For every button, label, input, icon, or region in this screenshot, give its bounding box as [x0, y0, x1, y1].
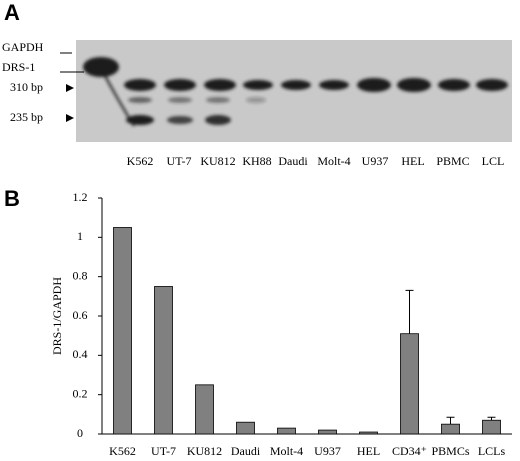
x-tick-label: UT-7: [151, 444, 176, 458]
marker-label: 310 bp: [10, 80, 43, 94]
arrowhead: [66, 84, 74, 92]
x-tick-label: CD34⁺: [392, 444, 427, 458]
arrowhead: [66, 114, 74, 122]
lane-label: UT-7: [167, 154, 192, 168]
error-bar: [446, 416, 455, 425]
lane-label: KH88: [242, 154, 271, 168]
x-tick-label: Daudi: [231, 444, 261, 458]
bar: [482, 419, 501, 435]
bar: [359, 431, 378, 435]
bar: [195, 384, 214, 435]
y-tick-label: 1: [77, 229, 83, 243]
lane-label: LCL: [482, 154, 505, 168]
panel-label: A: [4, 0, 20, 25]
bar: [400, 333, 419, 435]
y-tick-label: 0.6: [73, 308, 88, 322]
bar: [154, 286, 173, 435]
lane-label: PBMC: [436, 154, 469, 168]
lane-label: KU812: [200, 154, 235, 168]
bar: [318, 429, 337, 435]
bar: [236, 421, 255, 435]
x-tick-label: K562: [109, 444, 136, 458]
bar: [441, 423, 460, 435]
lane-label: HEL: [401, 154, 424, 168]
x-tick-label: Molt-4: [270, 444, 303, 458]
marker-label: DRS-1: [2, 60, 35, 74]
panel-label: B: [4, 186, 20, 211]
x-tick-label: U937: [314, 444, 341, 458]
marker-label: 235 bp: [10, 110, 43, 124]
lane-label: Molt-4: [317, 154, 350, 168]
gel-image: [76, 40, 512, 142]
x-tick-label: PBMCs: [431, 444, 469, 458]
y-tick-label: 0.4: [73, 347, 88, 361]
x-tick-label: KU812: [187, 444, 222, 458]
y-tick-label: 0.8: [73, 268, 88, 282]
error-bar: [405, 289, 414, 334]
y-axis-label: DRS-1/GAPDH: [50, 277, 64, 355]
y-tick-label: 1.2: [73, 190, 88, 204]
y-tick-label: 0.2: [73, 386, 88, 400]
marker-label: GAPDH: [2, 40, 44, 54]
lane-label: U937: [362, 154, 389, 168]
y-tick-label: 0: [77, 426, 83, 440]
bar: [277, 427, 296, 435]
bar: [113, 227, 132, 435]
x-tick-label: LCLs: [478, 444, 506, 458]
lane-label: K562: [127, 154, 154, 168]
x-tick-label: HEL: [357, 444, 380, 458]
error-bar: [487, 416, 496, 421]
lane-label: Daudi: [278, 154, 308, 168]
